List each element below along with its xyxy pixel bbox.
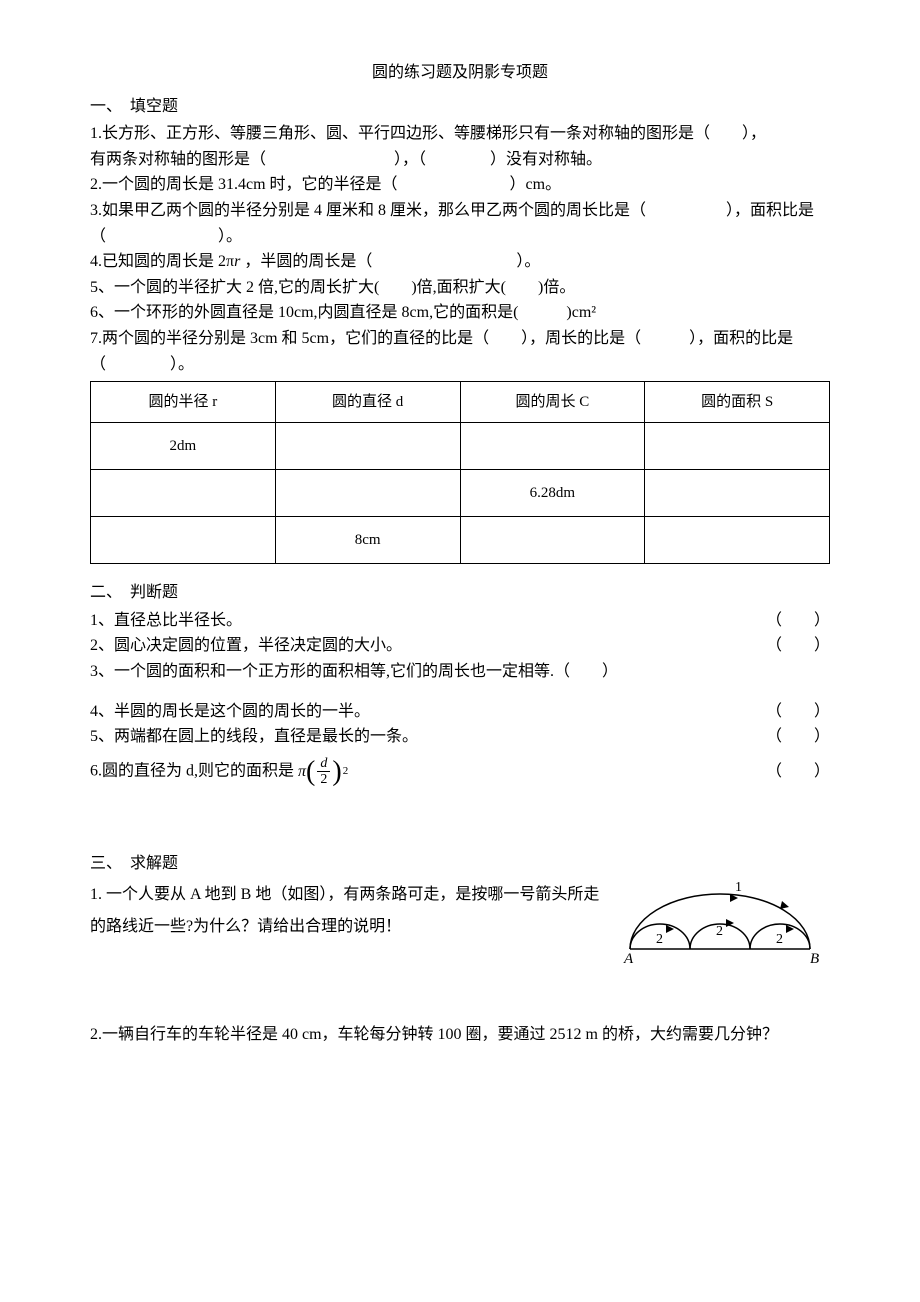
q2-1-text: 1、直径总比半径长。 — [90, 608, 242, 634]
q2-2-paren: （ ） — [766, 633, 830, 659]
cell-r3c3 — [460, 517, 645, 564]
section-3-head: 三、 求解题 — [90, 851, 830, 877]
q2-4-text: 4、半圆的周长是这个圆的周长的一半。 — [90, 699, 370, 725]
cell-r3c4 — [645, 517, 830, 564]
q1-3: 3.如果甲乙两个圆的半径分别是 4 厘米和 8 厘米，那么甲乙两个圆的周长比是（… — [90, 198, 830, 249]
cell-r2c1 — [91, 470, 276, 517]
th-circumference: 圆的周长 C — [460, 382, 645, 423]
circle-table: 圆的半径 r 圆的直径 d 圆的周长 C 圆的面积 S 2dm 6.28dm 8… — [90, 381, 830, 564]
label-2c: 2 — [776, 932, 783, 947]
q2-1: 1、直径总比半径长。 （ ） — [90, 608, 830, 634]
th-radius: 圆的半径 r — [91, 382, 276, 423]
cell-r3c2: 8cm — [275, 517, 460, 564]
q2-5: 5、两端都在圆上的线段，直径是最长的一条。 （ ） — [90, 724, 830, 750]
q2-6a: 6.圆的直径为 d,则它的面积是 — [90, 762, 294, 779]
q3-2: 2.一辆自行车的车轮半径是 40 cm，车轮每分钟转 100 圈，要通过 251… — [90, 1019, 830, 1051]
cell-r1c1: 2dm — [91, 423, 276, 470]
q3-1-wrap: 1 2 2 2 A B 1. 一个人要从 A 地到 B 地（如图），有两条路可走… — [90, 879, 830, 969]
q2-6-paren: （ ） — [766, 759, 830, 785]
q1-6: 6、一个环形的外圆直径是 10cm,内圆直径是 8cm,它的面积是( )cm² — [90, 300, 830, 326]
cell-r1c2 — [275, 423, 460, 470]
q2-6-text: 6.圆的直径为 d,则它的面积是 π ( d2 ) 2 — [90, 756, 348, 788]
path-diagram: 1 2 2 2 A B — [610, 879, 830, 969]
label-1: 1 — [735, 880, 742, 895]
q2-6: 6.圆的直径为 d,则它的面积是 π ( d2 ) 2 （ ） — [90, 756, 830, 788]
q2-5-text: 5、两端都在圆上的线段，直径是最长的一条。 — [90, 724, 418, 750]
cell-r2c4 — [645, 470, 830, 517]
q2-2: 2、圆心决定圆的位置，半径决定圆的大小。 （ ） — [90, 633, 830, 659]
q1-1b: 有两条对称轴的图形是（ ），（ ）没有对称轴。 — [90, 147, 830, 173]
q2-5-paren: （ ） — [766, 724, 830, 750]
cell-r2c3: 6.28dm — [460, 470, 645, 517]
page-title: 圆的练习题及阴影专项题 — [90, 60, 830, 86]
section-2-head: 二、 判断题 — [90, 580, 830, 606]
q1-4a: 4.已知圆的周长是 — [90, 253, 214, 270]
q1-2: 2.一个圆的周长是 31.4cm 时，它的半径是（ ）cm。 — [90, 172, 830, 198]
q1-1a: 1.长方形、正方形、等腰三角形、圆、平行四边形、等腰梯形只有一条对称轴的图形是（… — [90, 121, 830, 147]
q1-5: 5、一个圆的半径扩大 2 倍,它的周长扩大( )倍,面积扩大( )倍。 — [90, 275, 830, 301]
q2-2-text: 2、圆心决定圆的位置，半径决定圆的大小。 — [90, 633, 402, 659]
th-area: 圆的面积 S — [645, 382, 830, 423]
two-pi-r: 2πr — [214, 253, 244, 270]
label-2b: 2 — [716, 924, 723, 939]
label-B: B — [810, 951, 819, 967]
formula-pi-d2-sq: π ( d2 ) 2 — [298, 756, 348, 788]
q1-4b: ，半圆的周长是（ ）。 — [244, 253, 540, 270]
q2-3: 3、一个圆的面积和一个正方形的面积相等,它们的周长也一定相等.（ ） — [90, 659, 830, 685]
q2-4: 4、半圆的周长是这个圆的周长的一半。 （ ） — [90, 699, 830, 725]
section-1-head: 一、 填空题 — [90, 94, 830, 120]
q1-7: 7.两个圆的半径分别是 3cm 和 5cm，它们的直径的比是（ ），周长的比是（… — [90, 326, 830, 377]
cell-r2c2 — [275, 470, 460, 517]
cell-r1c4 — [645, 423, 830, 470]
cell-r1c3 — [460, 423, 645, 470]
label-A: A — [623, 951, 634, 967]
th-diameter: 圆的直径 d — [275, 382, 460, 423]
label-2a: 2 — [656, 932, 663, 947]
q2-4-paren: （ ） — [766, 699, 830, 725]
cell-r3c1 — [91, 517, 276, 564]
q2-1-paren: （ ） — [766, 608, 830, 634]
q1-4: 4.已知圆的周长是 2πr ，半圆的周长是（ ）。 — [90, 249, 830, 275]
